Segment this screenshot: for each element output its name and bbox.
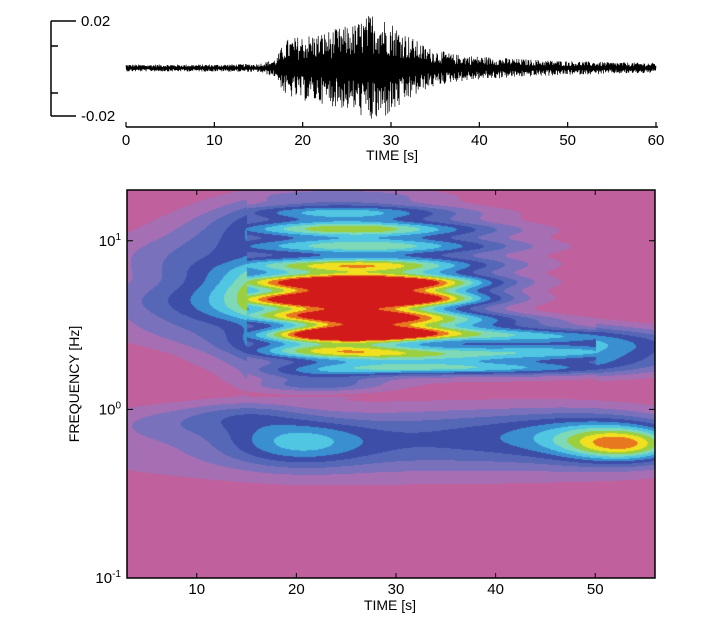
spectrogram-xtick-label: 50 — [587, 581, 604, 598]
seismogram-xtick-label: 30 — [383, 132, 400, 149]
spectrogram-ytick-label: 10-1 — [95, 569, 121, 587]
spectrogram-x-axis-title: TIME [s] — [364, 597, 416, 613]
seismogram-xtick-label: 10 — [206, 132, 223, 149]
spectrogram-panel: 10 20 30 40 50 101 100 10-1 TIME [s] FREQUENCY… — [66, 189, 656, 613]
spectrogram-heatmap — [127, 190, 655, 578]
seismogram-ytick-top: 0.02 — [81, 13, 110, 30]
seismogram-ytick-bottom: -0.02 — [81, 108, 115, 125]
spectrogram-ytick-label: 100 — [99, 400, 122, 418]
seismogram-xtick-label: 0 — [122, 132, 130, 149]
spectrogram-xtick-label: 40 — [487, 581, 504, 598]
seismogram-x-axis: 0 10 20 30 40 50 60 — [122, 122, 665, 149]
seismogram-y-axis — [50, 20, 76, 117]
spectrogram-xtick-label: 10 — [188, 581, 205, 598]
seismogram-xtick-label: 40 — [471, 132, 488, 149]
spectrogram-image-holder — [127, 190, 655, 578]
seismogram-trace — [125, 16, 657, 119]
spectrogram-y-axis-title: FREQUENCY [Hz] — [66, 326, 82, 442]
seismogram-xtick-label: 60 — [648, 132, 665, 149]
spectrogram-xtick-label: 30 — [388, 581, 405, 598]
seismogram-xtick-label: 50 — [559, 132, 576, 149]
spectrogram-frame — [126, 189, 656, 579]
seismogram-panel: 0.02 -0.02 0 10 20 30 40 50 60 TIME [s] — [50, 13, 665, 163]
spectrogram-xtick-label: 20 — [288, 581, 305, 598]
seismogram-xtick-label: 20 — [294, 132, 311, 149]
spectrogram-ytick-label: 101 — [99, 232, 122, 250]
seismogram-x-axis-title: TIME [s] — [366, 147, 418, 163]
